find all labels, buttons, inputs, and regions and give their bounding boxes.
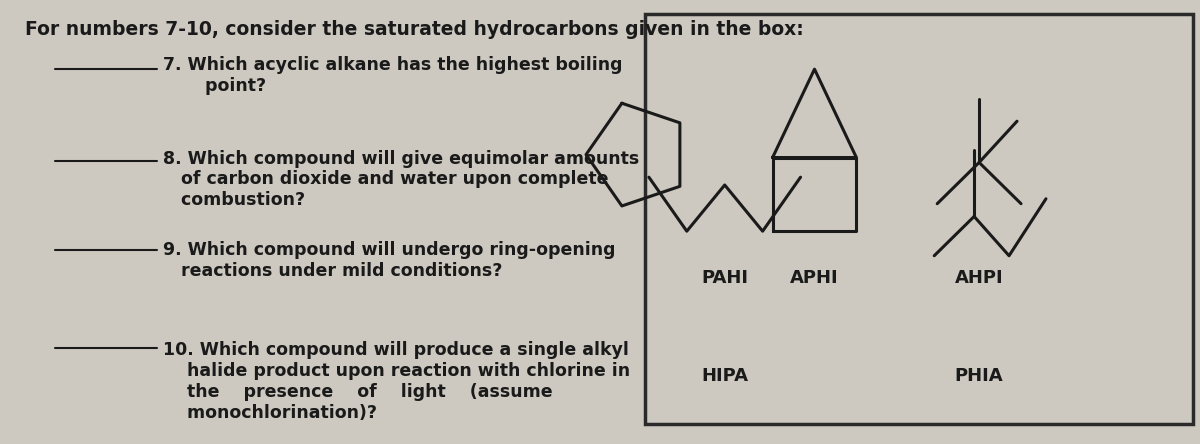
Text: PAHI: PAHI [701, 269, 749, 286]
Text: 10. Which compound will produce a single alkyl
    halide product upon reaction : 10. Which compound will produce a single… [163, 341, 630, 422]
Text: HIPA: HIPA [701, 367, 749, 385]
Text: 8. Which compound will give equimolar amounts
   of carbon dioxide and water upo: 8. Which compound will give equimolar am… [163, 150, 640, 209]
Text: 9. Which compound will undergo ring-opening
   reactions under mild conditions?: 9. Which compound will undergo ring-open… [163, 241, 616, 280]
Text: APHI: APHI [790, 269, 839, 286]
Text: PHIA: PHIA [955, 367, 1003, 385]
Text: AHPI: AHPI [955, 269, 1003, 286]
Bar [646, 15, 1193, 424]
Text: 7. Which acyclic alkane has the highest boiling
       point?: 7. Which acyclic alkane has the highest … [163, 56, 623, 95]
Text: For numbers 7-10, consider the saturated hydrocarbons given in the box:: For numbers 7-10, consider the saturated… [25, 20, 804, 39]
